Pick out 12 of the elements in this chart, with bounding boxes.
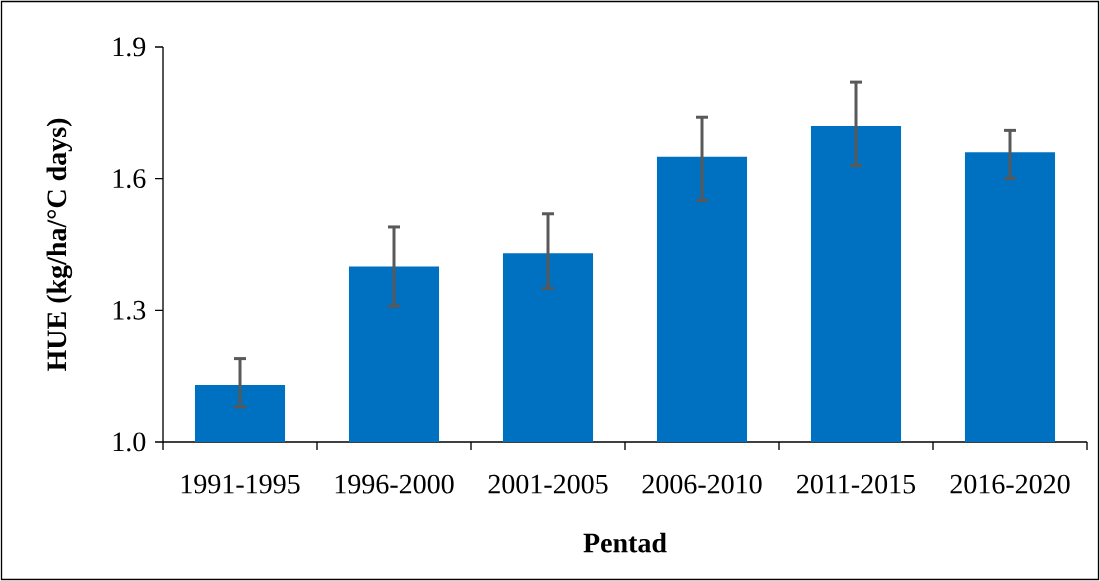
x-tick-label: 2011-2015: [797, 474, 916, 494]
y-tick-label: 1.9: [113, 37, 146, 57]
y-tick-label: 1.6: [113, 169, 146, 189]
y-axis-title: HUE (kg/ha/°C days): [46, 118, 73, 371]
x-axis-title: Pentad: [583, 532, 667, 553]
x-tick-label: 1996-2000: [335, 474, 454, 494]
x-tick-label: 1991-1995: [181, 474, 300, 494]
y-tick-label: 1.3: [113, 300, 146, 320]
y-tick-label: 1.0: [113, 432, 146, 452]
x-tick-label: 2001-2005: [488, 474, 608, 494]
x-tick-label: 2016-2020: [950, 474, 1070, 494]
x-tick-label: 2006-2010: [642, 474, 762, 494]
